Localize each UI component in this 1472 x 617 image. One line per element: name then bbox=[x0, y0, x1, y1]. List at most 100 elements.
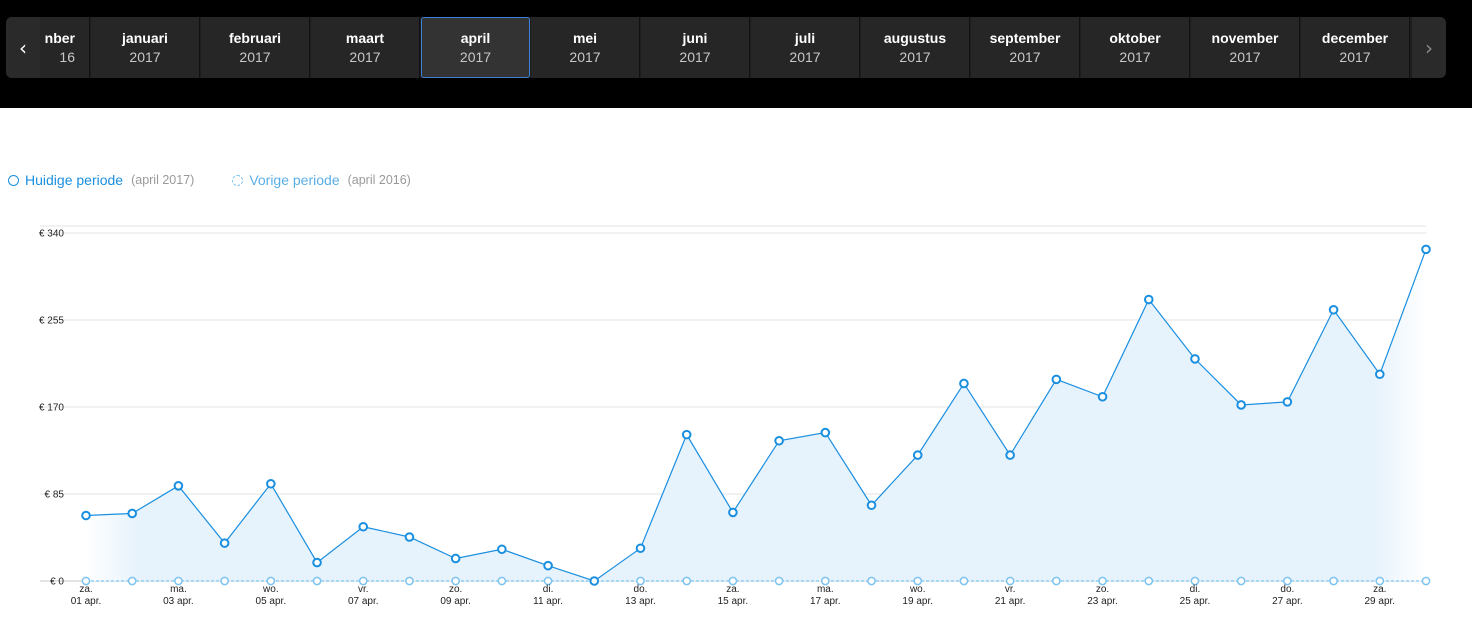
month-year: 2017 bbox=[899, 48, 931, 65]
y-tick-label: € 170 bbox=[39, 403, 64, 414]
month-name: januari bbox=[122, 29, 168, 46]
month-year: 16 bbox=[59, 48, 75, 65]
legend-current-label: Huidige periode bbox=[25, 172, 124, 188]
month-augustus-2017[interactable]: augustus 2017 bbox=[861, 17, 970, 78]
x-tick-date: 27 apr. bbox=[1272, 596, 1303, 607]
previous-series-point bbox=[1421, 576, 1431, 586]
previous-series-point bbox=[959, 576, 969, 586]
x-tick-date: 23 apr. bbox=[1087, 596, 1118, 607]
x-tick-day: di. bbox=[543, 584, 554, 595]
current-series-point bbox=[358, 521, 369, 532]
previous-series-point bbox=[1098, 576, 1107, 586]
y-tick-label: € 0 bbox=[50, 577, 64, 588]
previous-series-point bbox=[358, 576, 368, 586]
current-series-point bbox=[728, 507, 738, 518]
current-series-point bbox=[1421, 244, 1431, 255]
month-oktober-2017[interactable]: oktober 2017 bbox=[1081, 17, 1190, 78]
x-tick-day: vr. bbox=[358, 584, 369, 595]
current-series-point bbox=[219, 538, 230, 548]
x-tick-day: di. bbox=[1190, 584, 1201, 595]
current-series-point bbox=[1328, 304, 1339, 315]
x-tick-date: 05 apr. bbox=[256, 596, 287, 607]
x-tick-day: za. bbox=[726, 584, 739, 595]
month-december-2017[interactable]: december 2017 bbox=[1301, 17, 1410, 78]
month-name: juli bbox=[794, 29, 816, 46]
x-tick-date: 15 apr. bbox=[718, 596, 749, 607]
month-juni-2017[interactable]: juni 2017 bbox=[641, 17, 750, 78]
month-name: februari bbox=[228, 29, 282, 46]
x-tick-date: 25 apr. bbox=[1180, 596, 1211, 607]
current-series-point bbox=[1143, 294, 1154, 305]
circle-icon bbox=[8, 174, 19, 186]
previous-series-point bbox=[451, 576, 461, 586]
month-september-2017[interactable]: september 2017 bbox=[971, 17, 1080, 78]
current-series-point bbox=[81, 510, 91, 521]
current-series-point bbox=[404, 532, 415, 542]
x-tick-date: 11 apr. bbox=[533, 596, 563, 607]
prev-month-button[interactable]: ‹ bbox=[6, 17, 40, 78]
month-year: 2017 bbox=[1119, 48, 1151, 65]
month-name: maart bbox=[345, 29, 385, 46]
month-januari-2017[interactable]: januari 2017 bbox=[91, 17, 200, 78]
x-tick-date: 21 apr. bbox=[995, 596, 1026, 607]
previous-series-point bbox=[1051, 576, 1061, 586]
legend-previous-label: Vorige periode bbox=[249, 172, 340, 188]
legend-current-period[interactable]: Huidige periode (april 2017) bbox=[8, 172, 194, 188]
month-februari-2017[interactable]: februari 2017 bbox=[201, 17, 310, 78]
month-name: juni bbox=[682, 29, 708, 46]
month-name: nber bbox=[44, 29, 75, 46]
month-year: 2017 bbox=[459, 48, 492, 65]
previous-series-point bbox=[774, 576, 784, 586]
previous-series-point bbox=[497, 576, 507, 586]
month-name: september bbox=[989, 29, 1061, 46]
current-series-point bbox=[1236, 400, 1246, 410]
previous-series-point bbox=[174, 576, 183, 586]
previous-series-point bbox=[682, 576, 692, 586]
x-tick-date: 01 apr. bbox=[71, 596, 102, 607]
month-year: 2017 bbox=[349, 48, 381, 65]
previous-series-point bbox=[1375, 576, 1385, 586]
previous-series-point bbox=[1236, 576, 1246, 586]
x-tick-date: 07 apr. bbox=[348, 596, 379, 607]
x-tick-date: 19 apr. bbox=[902, 596, 933, 607]
y-tick-label: € 340 bbox=[39, 229, 64, 240]
chart-legend: Huidige periode (april 2017) Vorige peri… bbox=[8, 170, 449, 190]
x-tick-day: ma. bbox=[817, 584, 834, 595]
current-series-point bbox=[1282, 397, 1293, 407]
month-year: 2017 bbox=[1229, 48, 1261, 65]
dashed-circle-icon bbox=[232, 174, 244, 186]
x-tick-day: wo. bbox=[262, 584, 279, 595]
x-tick-day: do. bbox=[634, 584, 648, 595]
current-series-point bbox=[681, 429, 692, 440]
previous-series-point bbox=[1190, 576, 1200, 586]
x-tick-day: vr. bbox=[1005, 584, 1016, 595]
x-tick-date: 29 apr. bbox=[1364, 596, 1395, 607]
month-list: nber 16 januari 2017 februari 2017 maart 2017 ap… bbox=[6, 17, 1446, 78]
legend-previous-period-text: (april 2016) bbox=[347, 173, 411, 187]
legend-previous-period[interactable]: Vorige periode (april 2016) bbox=[232, 172, 411, 188]
month-maart-2017[interactable]: maart 2017 bbox=[311, 17, 420, 78]
month-year: 2017 bbox=[1339, 48, 1371, 65]
x-tick-day: za. bbox=[79, 584, 92, 595]
month-november-2017[interactable]: november 2017 bbox=[1191, 17, 1300, 78]
y-tick-label: € 85 bbox=[45, 490, 65, 501]
month-juli-2017[interactable]: juli 2017 bbox=[751, 17, 860, 78]
previous-series-point bbox=[867, 576, 876, 586]
x-tick-day: za. bbox=[1373, 584, 1386, 595]
x-tick-date: 03 apr. bbox=[163, 596, 194, 607]
month-april-2017[interactable]: april 2017 bbox=[421, 17, 530, 78]
current-series-point bbox=[1190, 354, 1200, 364]
legend-current-period-text: (april 2017) bbox=[131, 173, 195, 187]
month-mei-2017[interactable]: mei 2017 bbox=[531, 17, 640, 78]
current-series-point bbox=[127, 508, 138, 519]
x-tick-date: 13 apr. bbox=[625, 596, 656, 607]
next-month-button[interactable]: › bbox=[1412, 17, 1446, 78]
current-series-line bbox=[85, 249, 1427, 582]
current-series-point bbox=[497, 544, 507, 555]
previous-series-point bbox=[81, 576, 91, 586]
x-tick-day: zo. bbox=[1096, 584, 1109, 595]
previous-series-point bbox=[913, 576, 923, 586]
current-series-point bbox=[820, 427, 831, 438]
x-tick-day: ma. bbox=[170, 584, 187, 595]
